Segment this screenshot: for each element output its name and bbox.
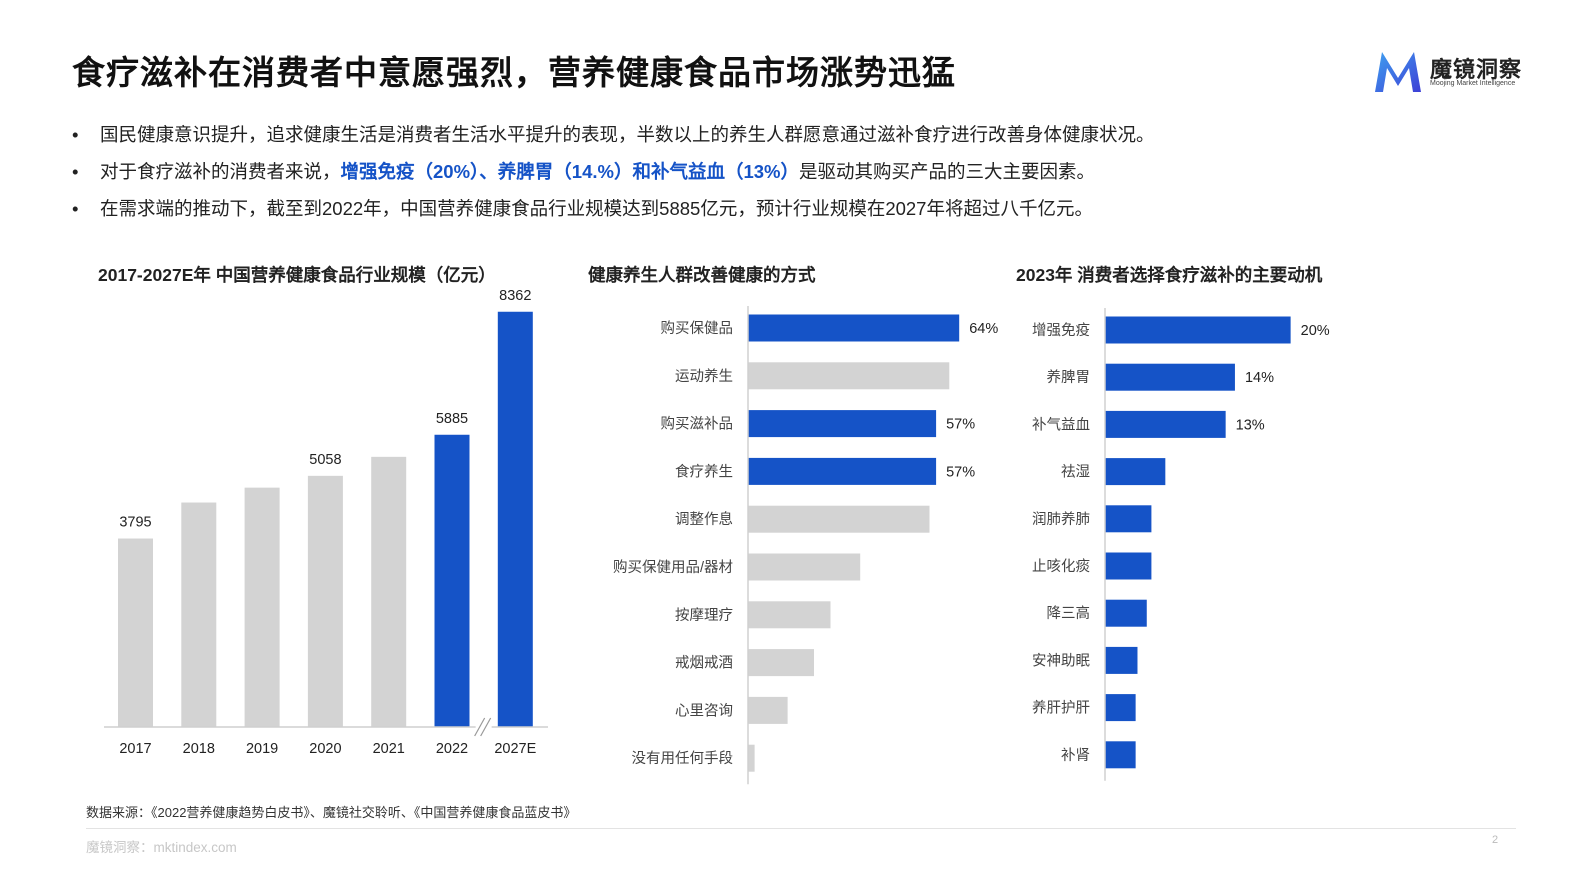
category-label: 按摩理疗 bbox=[675, 606, 733, 624]
category-label: 养肝护肝 bbox=[1032, 700, 1090, 717]
category-label: 养脾胃 bbox=[1047, 369, 1091, 386]
category-label: 心里咨询 bbox=[675, 702, 733, 719]
bar-value-label: 57% bbox=[946, 417, 975, 433]
bar-降三高 bbox=[1105, 599, 1147, 627]
bar-value-label: 64% bbox=[969, 321, 998, 337]
page-title: 食疗滋补在消费者中意愿强烈，营养健康食品市场涨势迅猛 bbox=[72, 54, 956, 91]
category-label: 戒烟戒酒 bbox=[675, 655, 733, 672]
category-label: 购买保健品 bbox=[661, 320, 734, 337]
bar-补气益血 bbox=[1105, 410, 1226, 438]
bar-2019 bbox=[244, 487, 280, 727]
bar-运动养生 bbox=[748, 362, 950, 390]
data-source-note: 数据来源：《2022营养健康趋势白皮书》、魔镜社交聆听、《中国营养健康食品蓝皮书… bbox=[86, 805, 577, 820]
category-label: 购买保健用品/器材 bbox=[613, 559, 733, 576]
bar-润肺养肺 bbox=[1105, 505, 1152, 533]
market-size-chart-title: 2017-2027E年 中国营养健康食品行业规模（亿元） bbox=[98, 265, 496, 285]
bar-戒烟戒酒 bbox=[748, 649, 814, 677]
bar-value-label: 8362 bbox=[499, 288, 531, 304]
x-tick-label: 2022 bbox=[436, 741, 468, 757]
motivation-chart-title: 2023年 消费者选择食疗滋补的主要动机 bbox=[1016, 265, 1323, 285]
bar-食疗养生 bbox=[748, 457, 937, 485]
bar-2022 bbox=[434, 434, 470, 727]
bar-value-label: 5058 bbox=[309, 452, 341, 468]
footer-site: 魔镜洞察：mktindex.com bbox=[86, 840, 237, 855]
bar-value-label: 57% bbox=[946, 464, 975, 480]
category-label: 止咳化痰 bbox=[1032, 558, 1090, 575]
bar-2018 bbox=[181, 502, 217, 727]
category-label: 购买滋补品 bbox=[661, 416, 734, 433]
bar-value-label: 5885 bbox=[436, 411, 468, 427]
bullet-item: 国民健康意识提升，追求健康生活是消费者生活水平提升的表现，半数以上的养生人群愿意… bbox=[72, 116, 1155, 153]
bar-调整作息 bbox=[748, 505, 930, 533]
page-number: 2 bbox=[1492, 834, 1499, 846]
x-tick-label: 2018 bbox=[183, 741, 215, 757]
bar-购买保健品 bbox=[748, 314, 960, 342]
x-tick-label: 2021 bbox=[373, 741, 405, 757]
bar-补肾 bbox=[1105, 741, 1136, 769]
bar-止咳化痰 bbox=[1105, 552, 1152, 580]
bar-安神助眠 bbox=[1105, 646, 1138, 674]
footer-divider bbox=[86, 828, 1516, 829]
logo-tagline: Moojing Market Intelligence bbox=[1430, 80, 1516, 87]
x-tick-label: 2017 bbox=[119, 741, 151, 757]
bar-2020 bbox=[307, 475, 343, 727]
bullet-item: 在需求端的推动下，截至到2022年，中国营养健康食品行业规模达到5885亿元，预… bbox=[72, 190, 1155, 227]
category-label: 运动养生 bbox=[675, 368, 733, 385]
category-label: 补气益血 bbox=[1032, 416, 1090, 433]
category-label: 食疗养生 bbox=[675, 463, 733, 480]
category-label: 没有用任何手段 bbox=[632, 750, 734, 767]
bar-养肝护肝 bbox=[1105, 694, 1136, 722]
bullet-item: 对于食疗滋补的消费者来说，增强免疫（20%）、养脾胃（14.%）和补气益血（13… bbox=[72, 153, 1155, 190]
bullet-text: 是驱动其购买产品的三大主要因素。 bbox=[799, 161, 1096, 182]
bar-购买滋补品 bbox=[748, 410, 937, 438]
bar-value-label: 20% bbox=[1301, 323, 1330, 339]
category-label: 安神助眠 bbox=[1032, 652, 1090, 669]
category-label: 增强免疫 bbox=[1032, 322, 1090, 339]
bar-2027E bbox=[497, 311, 533, 727]
brand-logo: 魔镜洞察 Moojing Market Intelligence bbox=[1372, 48, 1532, 94]
bar-没有用任何手段 bbox=[748, 744, 755, 772]
axis-break-icon bbox=[474, 717, 492, 737]
bar-2021 bbox=[371, 456, 407, 727]
bar-value-label: 3795 bbox=[119, 515, 151, 531]
bar-按摩理疗 bbox=[748, 601, 831, 629]
bar-祛湿 bbox=[1105, 458, 1166, 486]
x-tick-label: 2020 bbox=[309, 741, 341, 757]
category-label: 润肺养肺 bbox=[1032, 511, 1090, 528]
bullet-text: 在需求端的推动下，截至到2022年，中国营养健康食品行业规模达到5885亿元，预… bbox=[100, 198, 1093, 219]
logo-m-icon bbox=[1375, 52, 1421, 92]
logo-name: 魔镜洞察 bbox=[1430, 57, 1523, 82]
bullet-text: 国民健康意识提升，追求健康生活是消费者生活水平提升的表现，半数以上的养生人群愿意… bbox=[100, 124, 1155, 145]
bar-value-label: 14% bbox=[1245, 370, 1274, 386]
bar-value-label: 13% bbox=[1236, 417, 1265, 433]
bar-2017 bbox=[118, 538, 153, 727]
category-label: 降三高 bbox=[1047, 605, 1091, 622]
bullet-highlight: 增强免疫（20%）、养脾胃（14.%）和补气益血（13%） bbox=[340, 161, 799, 182]
x-tick-label: 2027E bbox=[494, 741, 536, 757]
bullet-text: 对于食疗滋补的消费者来说， bbox=[100, 161, 341, 182]
x-tick-label: 2019 bbox=[246, 741, 278, 757]
summary-bullets: 国民健康意识提升，追求健康生活是消费者生活水平提升的表现，半数以上的养生人群愿意… bbox=[72, 116, 1155, 227]
bar-增强免疫 bbox=[1105, 316, 1291, 344]
category-label: 调整作息 bbox=[675, 511, 733, 528]
bar-心里咨询 bbox=[748, 696, 788, 724]
category-label: 祛湿 bbox=[1061, 464, 1090, 481]
bar-养脾胃 bbox=[1105, 363, 1235, 391]
health-methods-chart-title: 健康养生人群改善健康的方式 bbox=[588, 265, 816, 285]
category-label: 补肾 bbox=[1061, 747, 1090, 764]
bar-购买保健用品/器材 bbox=[748, 553, 861, 581]
